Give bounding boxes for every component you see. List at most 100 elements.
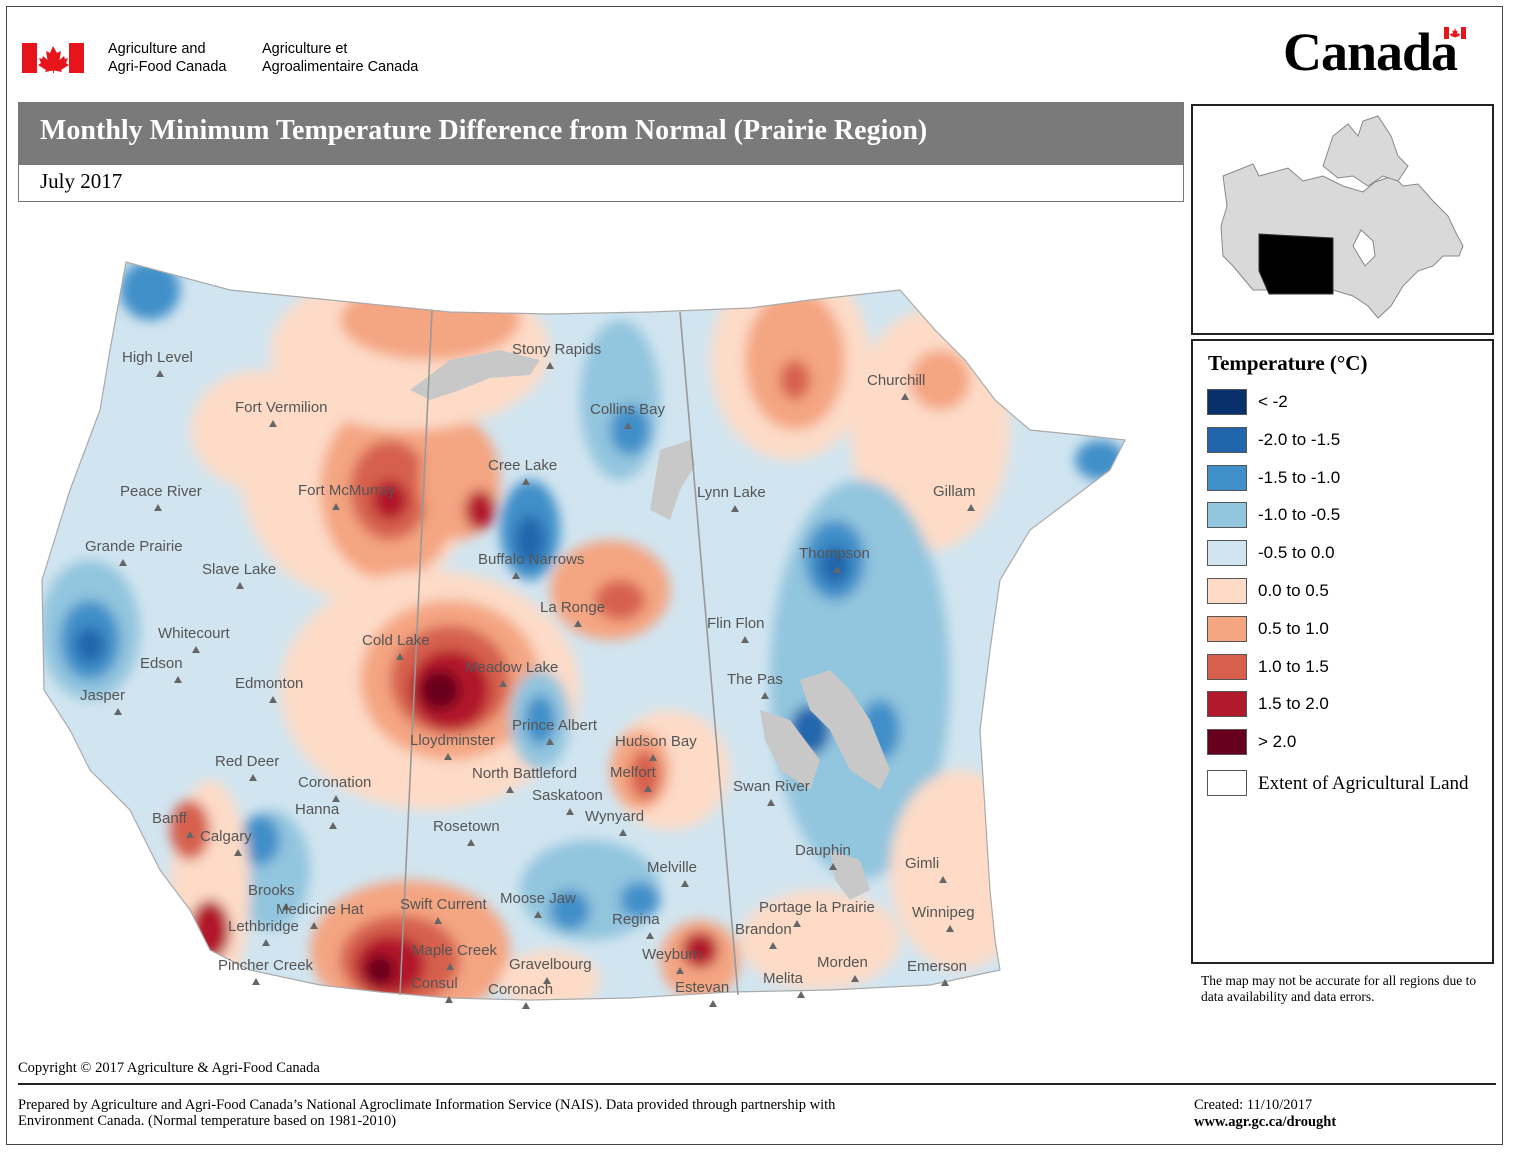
- city-label: Gillam: [933, 483, 976, 500]
- city-marker-icon: [797, 991, 805, 998]
- city-label: Lloydminster: [410, 732, 495, 749]
- city-swift-current: Swift Current: [400, 896, 488, 924]
- city-marker-icon: [566, 808, 574, 815]
- city-marker-icon: [332, 503, 340, 510]
- city-marker-icon: [833, 566, 841, 573]
- city-label: Slave Lake: [202, 561, 276, 578]
- city-pincher-creek: Pincher Creek: [218, 957, 314, 985]
- legend-item: -0.5 to 0.0: [1207, 540, 1487, 568]
- city-regina: Regina: [612, 911, 660, 939]
- legend-swatch: [1207, 426, 1247, 453]
- wordmark-flag-icon: [1444, 27, 1466, 39]
- dept-en-line1: Agriculture and: [108, 41, 206, 57]
- city-lynn-lake: Lynn Lake: [697, 484, 766, 512]
- legend-label: < -2: [1258, 392, 1288, 411]
- city-marker-icon: [396, 653, 404, 660]
- city-marker-icon: [445, 996, 453, 1003]
- city-label: Regina: [612, 911, 660, 928]
- legend-swatch: [1207, 389, 1247, 415]
- city-collins-bay: Collins Bay: [590, 401, 666, 429]
- city-label: Portage la Prairie: [759, 899, 875, 916]
- page-frame: [6, 6, 1503, 1145]
- city-label: Grande Prairie: [85, 538, 183, 555]
- city-saskatoon: Saskatoon: [532, 787, 603, 815]
- city-label: Stony Rapids: [512, 341, 601, 358]
- city-stony-rapids: Stony Rapids: [512, 341, 601, 369]
- saskatchewan-manitoba-border: [679, 311, 739, 996]
- canada-flag-icon: [22, 43, 84, 73]
- city-marker-icon: [681, 880, 689, 887]
- dept-fr-line2: Agroalimentaire Canada: [262, 59, 419, 75]
- city-marker-icon: [939, 876, 947, 883]
- legend-label: 0.5 to 1.0: [1258, 618, 1329, 638]
- city-label: Brandon: [735, 921, 792, 938]
- city-marker-icon: [851, 975, 859, 982]
- inset-locator-map: [1191, 104, 1494, 335]
- legend-swatch: [1207, 464, 1247, 491]
- city-red-deer: Red Deer: [215, 753, 279, 781]
- city-label: Wynyard: [585, 808, 644, 825]
- legend-item: 0.0 to 0.5: [1207, 578, 1487, 606]
- copyright-text: Copyright © 2017 Agriculture & Agri-Food…: [18, 1060, 320, 1076]
- city-marker-icon: [119, 559, 127, 566]
- city-marker-icon: [941, 979, 949, 986]
- city-label: Rosetown: [433, 818, 500, 835]
- city-label: Edson: [140, 655, 183, 672]
- map-title: Monthly Minimum Temperature Difference f…: [40, 115, 928, 146]
- city-marker-icon: [252, 978, 260, 985]
- city-label: Peace River: [120, 483, 202, 500]
- city-marker-icon: [512, 572, 520, 579]
- legend-label: -1.0 to -0.5: [1258, 505, 1341, 525]
- city-marker-icon: [522, 1002, 530, 1009]
- legend-panel: Temperature (°C) < -2 -2.0 to -1.5 -1.5 to…: [1191, 339, 1494, 964]
- city-marker-icon: [154, 504, 162, 511]
- city-label: Lynn Lake: [697, 484, 766, 501]
- city-marker-icon: [446, 963, 454, 970]
- city-edson: Edson: [140, 655, 183, 683]
- city-hanna: Hanna: [295, 801, 340, 829]
- city-marker-icon: [174, 676, 182, 683]
- city-labels: High Level Fort Vermilion Peace River Fort …: [80, 341, 976, 1009]
- city-dauphin: Dauphin: [795, 842, 851, 870]
- city-label: Melita: [763, 970, 804, 987]
- legend-label: -0.5 to 0.0: [1258, 543, 1335, 563]
- city-banff: Banff: [152, 810, 194, 838]
- city-marker-icon: [769, 942, 777, 949]
- legend-item: 0.5 to 1.0: [1207, 615, 1487, 644]
- city-label: Medicine Hat: [276, 901, 364, 918]
- city-portage-la-prairie: Portage la Prairie: [759, 899, 875, 927]
- created-date: Created: 11/10/2017: [1194, 1097, 1313, 1113]
- legend-label: > 2.0: [1258, 732, 1297, 752]
- city-label: Fort McMurray: [298, 482, 396, 499]
- legend-label: Extent of Agricultural Land: [1258, 773, 1469, 794]
- city-label: Coronation: [298, 774, 371, 791]
- city-label: Swift Current: [400, 896, 488, 913]
- title-bar: Monthly Minimum Temperature Difference f…: [19, 103, 1183, 165]
- city-label: Collins Bay: [590, 401, 666, 418]
- city-winnipeg: Winnipeg: [912, 904, 975, 932]
- city-whitecourt: Whitecourt: [158, 625, 231, 653]
- city-peace-river: Peace River: [120, 483, 202, 511]
- city-label: Brooks: [248, 882, 295, 899]
- city-label: Hanna: [295, 801, 340, 818]
- footer-rule: [18, 1083, 1496, 1085]
- city-marker-icon: [624, 422, 632, 429]
- drought-url-link[interactable]: www.agr.gc.ca/drought: [1194, 1114, 1337, 1130]
- city-marker-icon: [967, 504, 975, 511]
- city-marker-icon: [619, 829, 627, 836]
- city-moose-jaw: Moose Jaw: [500, 890, 576, 918]
- region-outline: [41, 261, 1126, 1001]
- city-marker-icon: [310, 922, 318, 929]
- city-calgary: Calgary: [200, 828, 252, 856]
- lake-winnipegosis: [760, 710, 820, 790]
- city-label: Thompson: [799, 545, 870, 562]
- city-the-pas: The Pas: [727, 671, 783, 699]
- city-label: Red Deer: [215, 753, 279, 770]
- city-marker-icon: [761, 692, 769, 699]
- city-melville: Melville: [647, 859, 697, 887]
- city-flin-flon: Flin Flon: [707, 615, 765, 643]
- city-marker-icon: [236, 582, 244, 589]
- city-slave-lake: Slave Lake: [202, 561, 276, 589]
- city-label: Edmonton: [235, 675, 303, 692]
- reindeer-lake: [650, 440, 695, 520]
